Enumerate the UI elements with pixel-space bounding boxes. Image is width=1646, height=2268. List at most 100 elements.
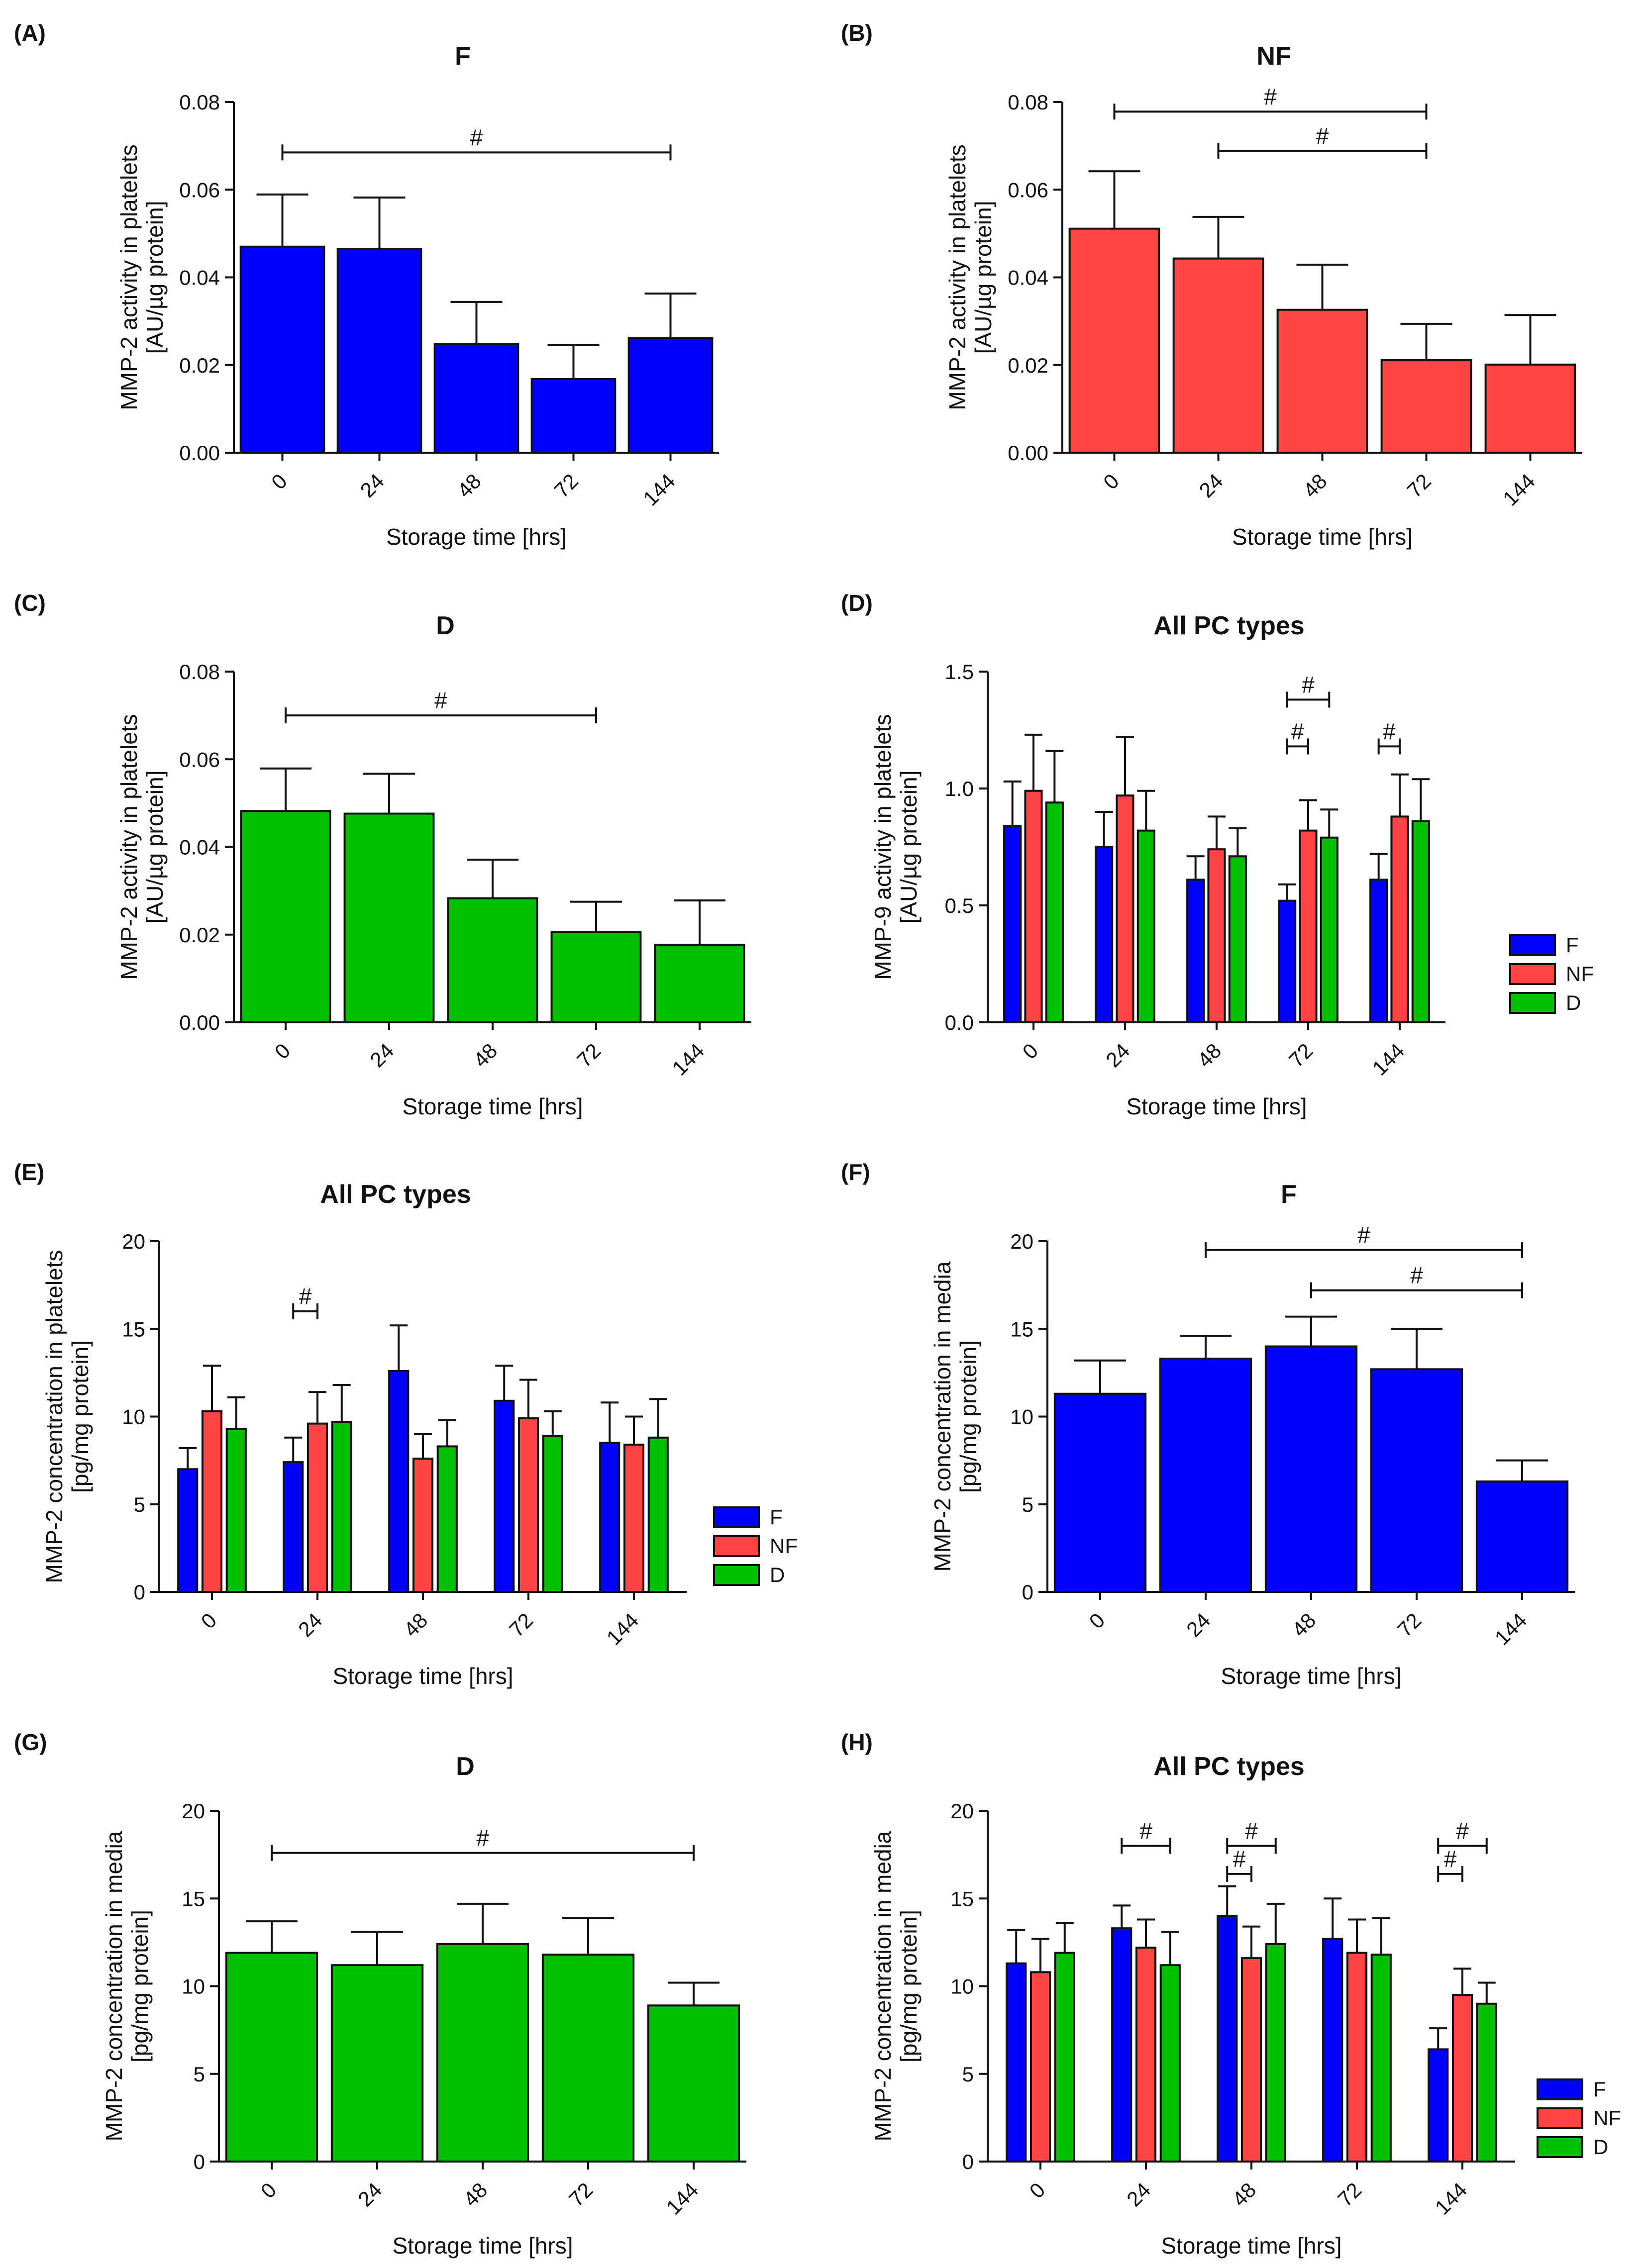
chart-title: F (455, 42, 471, 71)
x-axis-label: Storage time [hrs] (386, 524, 567, 550)
chart-title: NF (1256, 42, 1291, 71)
y-axis-label: MMP-2 concentration in platelets[pg/mg p… (41, 1250, 93, 1583)
y-axis-label-line: [AU/µg protein] (142, 201, 168, 354)
x-tick-label: 72 (1403, 469, 1436, 502)
bar-f (1111, 1927, 1132, 2163)
x-tick-label: 48 (1193, 1039, 1226, 1072)
x-tick-label: 0 (1018, 1039, 1043, 1064)
x-tick-label: 72 (550, 469, 583, 502)
bar-nf (412, 1458, 434, 1593)
y-tick-label: 15 (1010, 1317, 1033, 1341)
bar-d (240, 810, 331, 1024)
x-tick-label: 48 (453, 469, 486, 502)
bar-d (1370, 1954, 1392, 2163)
bar-nf (201, 1410, 223, 1593)
bar-f (1095, 846, 1114, 1023)
legend-label: F (1566, 933, 1579, 957)
chart-title: All PC types (1153, 1752, 1304, 1781)
x-axis-label: Storage time [hrs] (1232, 524, 1413, 550)
significance-label: # (476, 1825, 489, 1851)
y-tick-label: 0.08 (1008, 91, 1048, 114)
bar-nf (1024, 789, 1043, 1023)
significance-label: # (1233, 1846, 1246, 1872)
bar-f (599, 1442, 620, 1593)
bar-nf (1172, 257, 1264, 454)
chart-3: D 0.00 0.02 0.04 0.06 0.08 0 24 48 72 144 Storage t… (116, 611, 751, 1119)
panel-letter-h: (H) (841, 1729, 873, 1755)
x-tick-label: 0 (267, 469, 292, 494)
y-tick-label: 10 (182, 1975, 205, 1998)
y-tick-label: 0.06 (1008, 178, 1048, 201)
bar-nf (517, 1417, 539, 1593)
bar-f (1264, 1345, 1358, 1593)
bar-nf (1390, 815, 1409, 1024)
significance-label: # (1264, 84, 1277, 109)
y-tick-label: 1.0 (945, 777, 974, 800)
chart-6: F 0 5 10 15 20 0 24 48 72 144 Storage time [hrs] MMP… (929, 1180, 1575, 1689)
y-tick-label: 0.00 (179, 1011, 220, 1034)
x-tick-label: 48 (399, 1608, 432, 1641)
bar-d (1411, 820, 1430, 1024)
x-tick-label: 24 (294, 1608, 326, 1641)
x-tick-label: 48 (469, 1039, 502, 1072)
y-tick-label: 0 (194, 2150, 205, 2173)
legend-swatch-f (713, 1506, 760, 1528)
y-tick-label: 0.00 (179, 441, 220, 465)
bar-nf (1484, 363, 1576, 454)
bar-nf (623, 1443, 645, 1593)
bar-f (627, 337, 714, 454)
bar-d (343, 812, 435, 1024)
x-axis-label: Storage time [hrs] (1126, 1093, 1307, 1119)
significance-label: # (299, 1283, 312, 1309)
x-tick-label: 24 (1101, 1039, 1134, 1072)
x-tick-label: 144 (1490, 1608, 1532, 1650)
bar-d (331, 1421, 352, 1593)
bar-d (541, 1954, 635, 2163)
y-axis-label: MMP-2 activity in platelets[AU/µg protei… (116, 144, 168, 410)
x-tick-label: 24 (356, 469, 389, 502)
y-axis-label: MMP-9 activity in platelets[AU/µg protei… (870, 714, 922, 980)
y-axis-label-line: [pg/mg protein] (896, 1910, 922, 2063)
x-tick-label: 144 (602, 1608, 643, 1650)
significance-label: # (1357, 1222, 1370, 1248)
x-tick-label: 72 (1333, 2178, 1366, 2211)
bar-nf (1135, 1946, 1157, 2163)
y-axis-label-line: MMP-2 activity in platelets (116, 144, 142, 410)
bar-f (1369, 879, 1388, 1024)
panel-letter-a: (A) (14, 20, 46, 46)
bar-d (436, 1445, 458, 1593)
bar-d (654, 944, 745, 1024)
y-axis-label: MMP-2 concentration in media[pg/mg prote… (929, 1261, 981, 1572)
bar-d (550, 931, 642, 1024)
x-axis-label: Storage time [hrs] (402, 1093, 583, 1119)
x-tick-label: 0 (256, 2178, 281, 2203)
legend-label: F (1593, 2077, 1606, 2101)
x-axis-label: Storage time [hrs] (332, 1663, 513, 1689)
y-tick-label: 0.04 (179, 836, 220, 859)
x-tick-label: 0 (270, 1039, 295, 1064)
y-axis-label-line: MMP-2 concentration in media (929, 1261, 955, 1572)
bar-nf (1207, 848, 1226, 1023)
y-axis-label-line: [AU/µg protein] (142, 771, 168, 924)
chart-title: D (456, 1752, 475, 1781)
y-axis-label: MMP-2 concentration in media[pg/mg prote… (870, 1831, 922, 2141)
x-tick-label: 144 (668, 1039, 709, 1080)
y-tick-label: 0.0 (945, 1011, 974, 1034)
y-tick-label: 15 (950, 1887, 974, 1910)
y-tick-label: 20 (182, 1799, 205, 1823)
bar-f (1159, 1358, 1252, 1593)
y-tick-label: 1.5 (945, 660, 974, 684)
panel-letter-b: (B) (841, 20, 873, 46)
bar-f (1053, 1392, 1147, 1593)
chart-7: D 0 5 10 15 20 0 24 48 72 144 Storage time [hrs] MMP… (101, 1752, 746, 2259)
x-tick-label: 24 (1182, 1608, 1215, 1641)
y-axis-label-line: [pg/mg protein] (67, 1340, 93, 1493)
bar-nf (1346, 1952, 1368, 2163)
y-tick-label: 20 (122, 1230, 145, 1253)
legend-label: NF (770, 1534, 798, 1558)
y-tick-label: 0.06 (179, 178, 220, 201)
y-tick-label: 0.04 (179, 266, 220, 290)
y-axis-label-line: MMP-2 concentration in platelets (41, 1250, 67, 1583)
legend-swatch-nf (713, 1535, 760, 1557)
